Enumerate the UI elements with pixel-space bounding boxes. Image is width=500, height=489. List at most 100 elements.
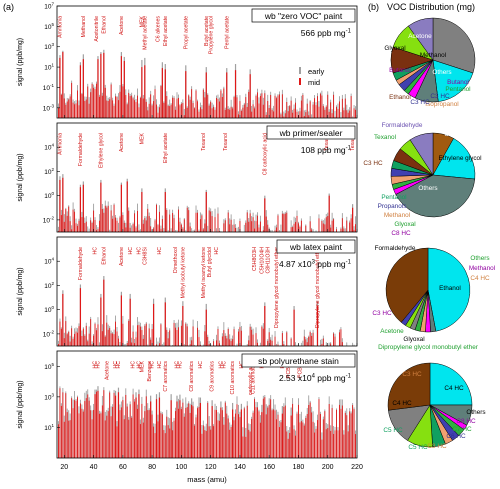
mid-bar — [146, 396, 147, 458]
mid-bar — [70, 221, 71, 232]
mid-bar — [339, 332, 340, 346]
mid-peak-bar — [141, 67, 142, 118]
mid-bar — [114, 393, 115, 458]
mid-bar — [197, 101, 198, 118]
mid-bar — [311, 336, 312, 346]
mid-bar — [159, 343, 160, 346]
mid-bar — [125, 95, 126, 118]
mid-bar — [200, 219, 201, 232]
mid-bar — [263, 399, 264, 458]
mid-bar — [134, 213, 135, 232]
mid-bar — [197, 408, 198, 458]
compound-label: Propyl acetate — [183, 16, 189, 49]
mid-bar — [270, 340, 271, 346]
mid-peak-bar — [250, 74, 251, 118]
mid-bar — [250, 327, 251, 346]
mid-bar — [128, 93, 129, 118]
mid-bar — [352, 405, 353, 458]
mid-bar — [74, 104, 75, 118]
mid-bar — [201, 109, 202, 118]
mid-bar — [158, 225, 159, 232]
early-bar — [352, 343, 353, 346]
mid-bar — [354, 108, 355, 118]
panel-title: wb primer/sealer — [279, 128, 343, 138]
mid-bar — [196, 213, 197, 232]
mid-peak-bar — [182, 306, 183, 346]
mid-bar — [87, 394, 88, 458]
mid-bar — [316, 105, 317, 118]
mid-bar — [212, 216, 213, 232]
mid-peak-bar — [121, 56, 122, 118]
mid-bar — [278, 415, 279, 458]
mid-bar — [122, 86, 123, 118]
mid-bar — [70, 96, 71, 118]
mid-bar — [223, 223, 224, 232]
mid-bar — [136, 102, 137, 118]
mid-bar — [225, 220, 226, 232]
mid-bar — [114, 106, 115, 118]
early-bar — [345, 228, 346, 232]
mid-bar — [219, 101, 220, 118]
mid-bar — [175, 411, 176, 458]
early-bar — [171, 228, 172, 232]
early-bar — [87, 226, 88, 232]
early-bar — [158, 342, 159, 346]
mid-bar — [77, 397, 78, 458]
mid-bar — [228, 418, 229, 458]
mid-bar — [259, 227, 260, 232]
mid-bar — [251, 419, 252, 458]
pie-slice-label: Methanol — [384, 212, 410, 219]
mid-bar — [354, 409, 355, 458]
mid-bar — [317, 96, 318, 118]
mid-bar — [323, 338, 324, 346]
mid-bar — [79, 413, 80, 458]
mid-bar — [286, 431, 287, 458]
mid-peak-bar — [135, 398, 136, 458]
mid-bar — [307, 104, 308, 118]
mid-bar — [181, 409, 182, 458]
mid-bar — [349, 411, 350, 458]
y-tick-label: 10-1 — [43, 83, 55, 92]
mid-bar — [332, 113, 333, 118]
x-tick-label: 220 — [351, 464, 363, 471]
mid-bar — [324, 110, 325, 118]
mid-bar — [188, 210, 189, 232]
compound-label: HC — [198, 361, 204, 369]
mid-bar — [105, 88, 106, 118]
mid-bar — [81, 94, 82, 118]
mid-bar — [70, 342, 71, 346]
mid-bar — [83, 412, 84, 458]
panel-title: wb "zero VOC" paint — [264, 11, 343, 21]
compound-label: Ethylene glycol — [99, 133, 105, 168]
mid-bar — [155, 89, 156, 118]
early-bar — [140, 229, 141, 232]
mid-bar — [73, 210, 74, 232]
mid-bar — [324, 224, 325, 232]
mid-bar — [295, 222, 296, 232]
mid-bar — [175, 328, 176, 346]
mid-peak-bar — [291, 416, 292, 458]
x-tick-label: 200 — [322, 464, 334, 471]
mid-bar — [256, 96, 257, 118]
compound-label: Pentyl acetate — [224, 16, 230, 49]
legend-label-early: early — [308, 67, 325, 76]
mid-bar — [124, 419, 125, 458]
mid-peak-bar — [264, 306, 265, 346]
y-tick-label: 102 — [44, 281, 54, 290]
compound-label: Texanol — [201, 133, 207, 151]
pie-slice-label: C4 HC — [392, 400, 412, 407]
mid-bar — [286, 213, 287, 232]
mid-bar — [96, 392, 97, 458]
mid-bar — [215, 110, 216, 118]
mid-bar — [294, 224, 295, 232]
early-bar — [244, 225, 245, 232]
mid-bar — [215, 217, 216, 232]
mid-bar — [259, 103, 260, 118]
mid-peak-bar — [261, 412, 262, 458]
mid-bar — [317, 420, 318, 458]
compound-label: HC — [116, 361, 122, 369]
compound-label: C7 aromatics — [163, 361, 169, 392]
mid-bar — [260, 423, 261, 458]
pie-slice-label: Others — [432, 69, 451, 76]
compound-label: HC — [221, 361, 227, 369]
